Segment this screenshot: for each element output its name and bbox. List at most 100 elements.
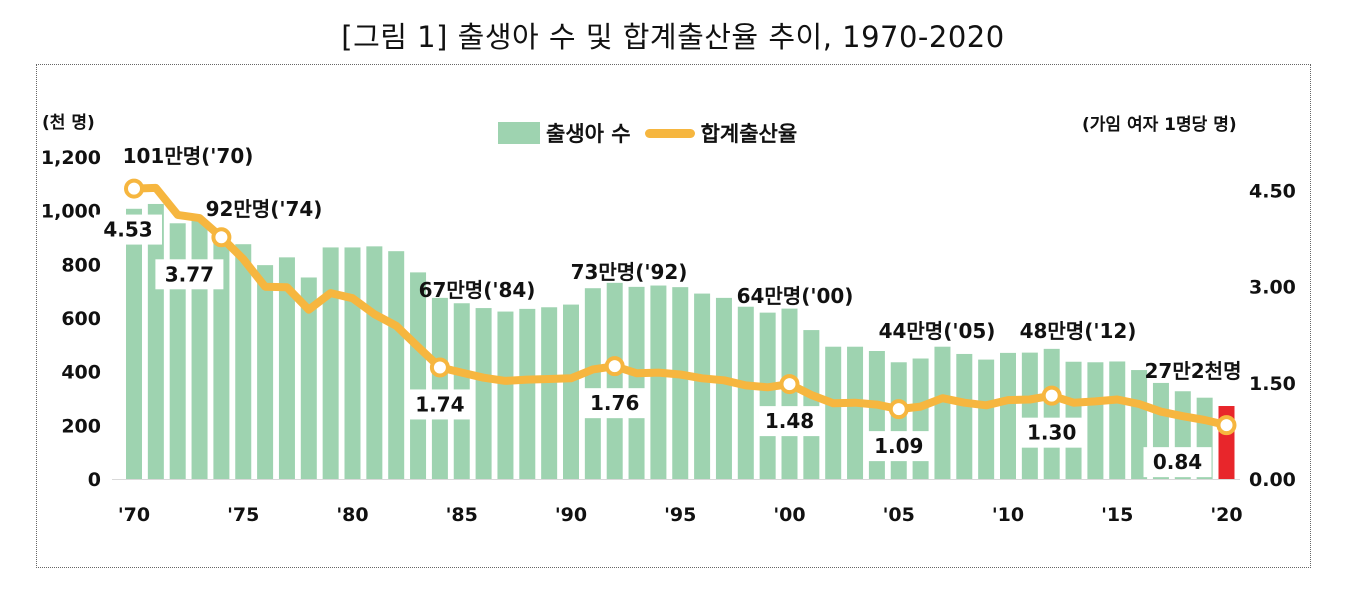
bar bbox=[803, 330, 820, 479]
bar bbox=[431, 297, 448, 479]
left-axis-tick-label: 1,200 bbox=[41, 147, 101, 169]
bar bbox=[388, 251, 405, 479]
bar bbox=[1109, 361, 1126, 479]
bar bbox=[1131, 370, 1148, 479]
bar bbox=[366, 246, 383, 479]
bar bbox=[934, 346, 951, 479]
figure-title: [그림 1] 출생아 수 및 합계출산율 추이, 1970-2020 bbox=[341, 20, 1005, 54]
tfr-marker bbox=[604, 356, 625, 377]
bar bbox=[1043, 348, 1060, 479]
bar bbox=[650, 285, 667, 479]
bar bbox=[890, 362, 907, 479]
tfr-marker bbox=[211, 227, 232, 248]
bar bbox=[847, 346, 864, 479]
bar bbox=[541, 307, 558, 479]
birth-count-annotation: 92만명('74) bbox=[206, 197, 323, 221]
bar bbox=[213, 231, 230, 479]
bar bbox=[672, 287, 689, 479]
bar bbox=[126, 208, 142, 479]
x-axis-tick-label: '10 bbox=[992, 504, 1024, 526]
tfr-label-bg bbox=[1017, 417, 1086, 448]
tfr-value-label: 1.09 bbox=[874, 434, 923, 458]
tfr-value-label: 0.84 bbox=[1153, 450, 1202, 474]
x-axis-tick-label: '70 bbox=[118, 504, 150, 526]
tfr-marker bbox=[124, 178, 144, 199]
tfr-label-bg bbox=[580, 388, 649, 419]
birth-count-annotation: 48만명('12) bbox=[1020, 319, 1137, 343]
tfr-value-label: 4.53 bbox=[103, 218, 152, 242]
bar bbox=[737, 306, 754, 479]
tfr-value-label: 1.30 bbox=[1027, 421, 1076, 445]
bar bbox=[759, 312, 776, 479]
bar bbox=[694, 293, 711, 479]
birth-count-annotation: 44만명('05) bbox=[879, 319, 996, 343]
bar bbox=[1000, 352, 1016, 479]
bar bbox=[497, 311, 514, 479]
tfr-label-bg bbox=[94, 214, 162, 245]
legend-line-label: 합계출산율 bbox=[700, 122, 798, 146]
legend-bar-swatch bbox=[498, 122, 540, 144]
bar bbox=[278, 257, 295, 479]
bar bbox=[825, 346, 842, 479]
bar bbox=[300, 277, 317, 479]
birth-count-annotation: 101만명('70) bbox=[123, 144, 254, 168]
tfr-label-bg bbox=[155, 259, 224, 290]
x-axis-tick-label: '95 bbox=[664, 504, 696, 526]
left-axis-unit-label: (천 명) bbox=[42, 113, 95, 133]
x-axis-tick-label: '80 bbox=[336, 504, 368, 526]
legend: 출생아 수 합계출산율 bbox=[498, 118, 797, 148]
birth-count-annotation: 27만2천명 bbox=[1145, 359, 1242, 383]
tfr-value-label: 1.76 bbox=[590, 391, 639, 415]
right-axis-tick-label: 3.00 bbox=[1249, 277, 1296, 299]
left-axis-tick-label: 600 bbox=[61, 308, 101, 330]
bar bbox=[235, 244, 252, 479]
x-axis-tick-label: '90 bbox=[555, 504, 587, 526]
bar bbox=[475, 308, 492, 479]
x-axis-tick-label: '15 bbox=[1101, 504, 1133, 526]
bar bbox=[257, 265, 274, 479]
bar bbox=[715, 297, 732, 479]
bar bbox=[628, 286, 645, 479]
tfr-marker bbox=[1041, 385, 1062, 406]
bar bbox=[978, 359, 995, 479]
right-axis-tick-label: 0.00 bbox=[1249, 469, 1296, 491]
tfr-label-bg bbox=[1143, 447, 1212, 478]
bar bbox=[191, 219, 208, 480]
x-axis-tick-label: '85 bbox=[446, 504, 478, 526]
tfr-value-label: 1.74 bbox=[415, 392, 464, 416]
bar bbox=[519, 308, 536, 479]
tfr-value-label: 1.48 bbox=[765, 409, 814, 433]
birth-count-annotation: 67만명('84) bbox=[419, 278, 536, 302]
bar bbox=[584, 288, 601, 479]
bar bbox=[956, 353, 973, 479]
bar bbox=[1021, 352, 1038, 479]
bar bbox=[322, 247, 339, 479]
left-axis-tick-label: 0 bbox=[88, 469, 101, 491]
bar bbox=[1087, 362, 1104, 479]
left-axis-tick-label: 200 bbox=[61, 415, 101, 437]
bar bbox=[344, 247, 361, 479]
x-axis-tick-label: '75 bbox=[227, 504, 259, 526]
legend-bar-label: 출생아 수 bbox=[546, 122, 631, 146]
legend-line-swatch bbox=[644, 128, 695, 138]
x-axis-tick-label: '00 bbox=[773, 504, 805, 526]
bar bbox=[606, 282, 623, 479]
right-axis-unit-label: (가임 여자 1명당 명) bbox=[1082, 115, 1237, 135]
tfr-value-label: 3.77 bbox=[165, 262, 214, 286]
tfr-label-bg bbox=[755, 406, 824, 437]
right-axis-tick-label: 1.50 bbox=[1249, 373, 1296, 395]
x-axis-tick-label: '05 bbox=[883, 504, 915, 526]
x-axis-tick-label: '20 bbox=[1210, 504, 1242, 526]
bar bbox=[410, 272, 427, 479]
bar bbox=[563, 304, 579, 479]
tfr-marker bbox=[429, 357, 450, 378]
tfr-marker bbox=[1216, 415, 1237, 436]
bar bbox=[147, 203, 164, 480]
left-axis-tick-label: 1,000 bbox=[41, 201, 101, 223]
birth-count-annotation: 73만명('92) bbox=[571, 260, 688, 284]
tfr-label-bg bbox=[405, 389, 474, 420]
birth-count-annotation: 64만명('00) bbox=[737, 284, 854, 308]
chart-frame bbox=[36, 64, 1311, 568]
tfr-marker bbox=[779, 374, 800, 395]
